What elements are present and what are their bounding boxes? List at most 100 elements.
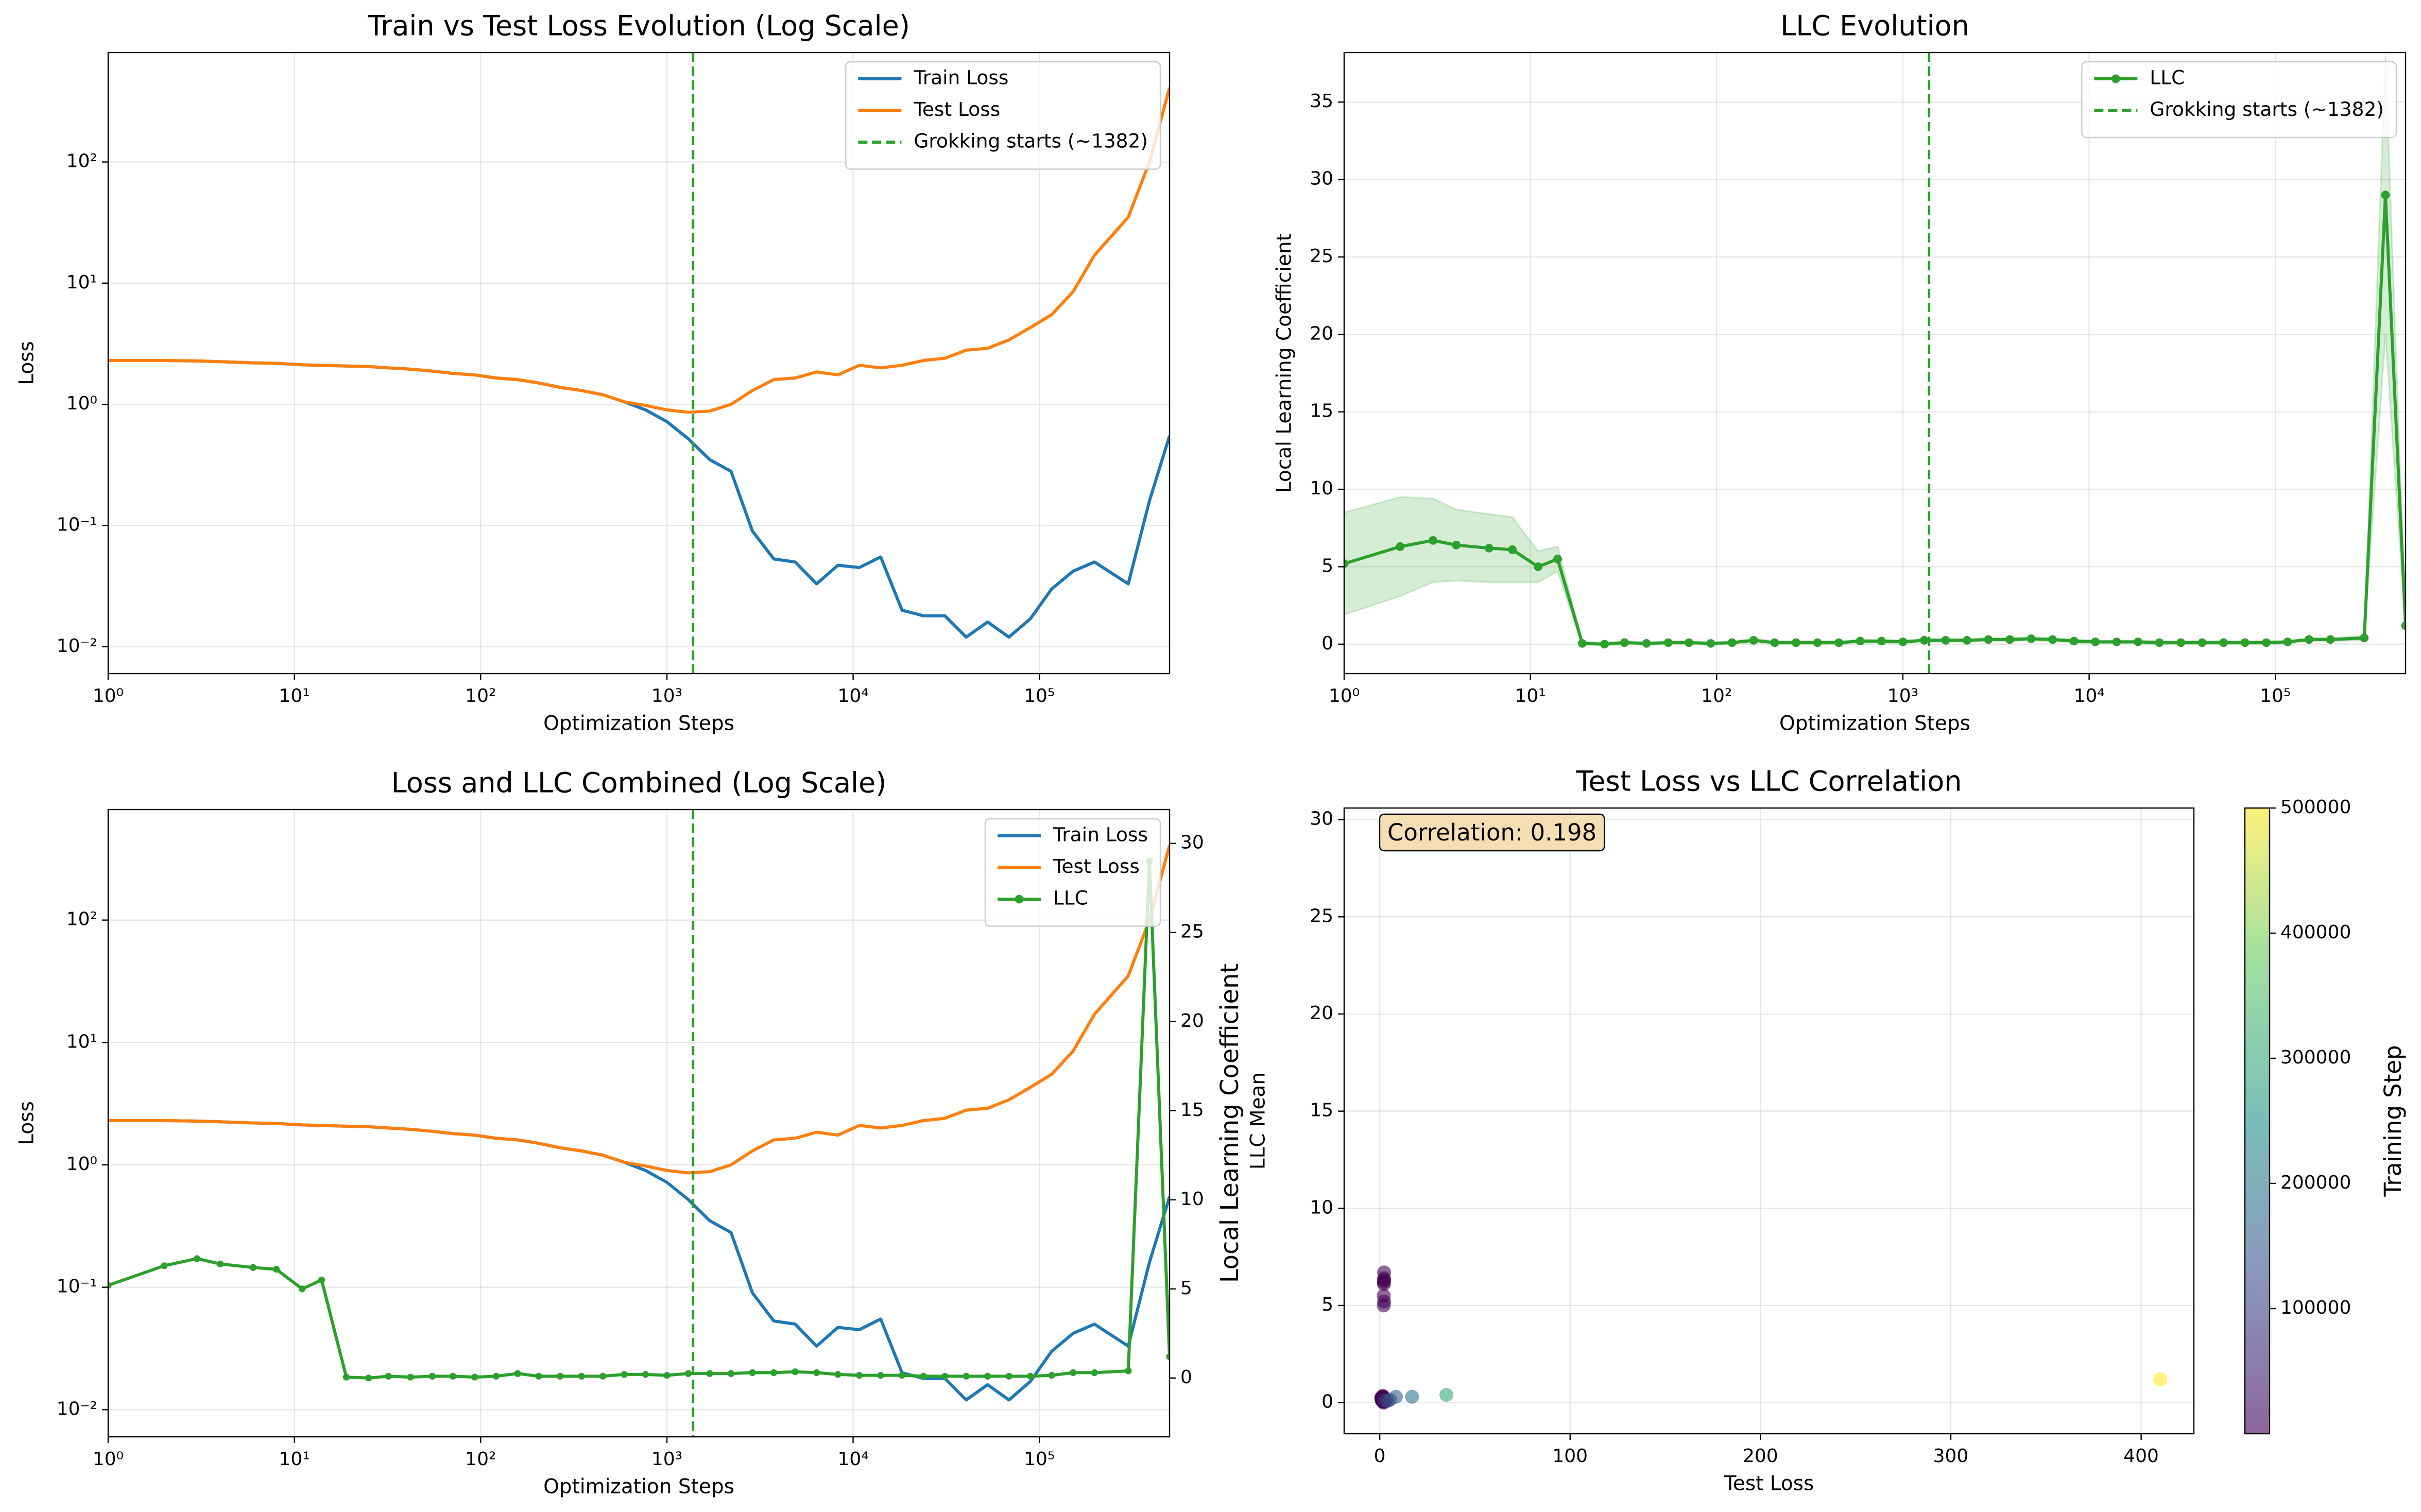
marker: [2112, 637, 2121, 646]
y2-axis-label: Local Learning Coefficient: [1215, 964, 1244, 1283]
axes-frame: [1343, 51, 2407, 675]
marker: [1534, 562, 1543, 571]
y-tick-label: 0: [1321, 633, 1333, 654]
marker: [663, 1372, 671, 1379]
colorbar-tick-label: 500000: [2280, 797, 2351, 818]
axes-frame: [107, 51, 1171, 675]
x-tick-label: 10¹: [279, 685, 310, 707]
x-tick-label: 10⁰: [1329, 685, 1360, 707]
marker: [984, 1372, 991, 1380]
x-tick-label: 10¹: [279, 1449, 310, 1470]
y-tick-label: 25: [1310, 246, 1333, 267]
y-tick-label: 10¹: [66, 1031, 97, 1052]
marker: [318, 1276, 325, 1284]
legend-label: Grokking starts (~1382): [914, 129, 1148, 152]
x-tick-label: 10⁴: [837, 1449, 868, 1470]
marker: [385, 1372, 392, 1380]
marker: [2005, 635, 2014, 644]
marker: [1984, 635, 1993, 644]
marker: [556, 1372, 564, 1380]
marker: [920, 1372, 927, 1380]
marker: [1166, 1353, 1170, 1360]
plot-area: [108, 52, 1170, 674]
x-tick-label: 10³: [651, 1449, 682, 1470]
marker: [941, 1372, 949, 1380]
marker: [877, 1372, 884, 1379]
y-tick-label: 10: [1310, 478, 1333, 499]
legend-label: Test Loss: [1053, 855, 1140, 878]
marker: [898, 1372, 906, 1379]
marker: [2134, 637, 2142, 646]
marker: [706, 1370, 713, 1377]
line: [108, 845, 1170, 1175]
colorbar-tick-label: 400000: [2280, 922, 2351, 943]
marker: [342, 1373, 350, 1381]
marker: [599, 1372, 607, 1380]
marker: [471, 1373, 478, 1381]
plot-area: [108, 809, 1170, 1437]
scatter-point: [1377, 1277, 1391, 1291]
marker: [1727, 638, 1737, 647]
marker: [1048, 1372, 1055, 1379]
legend-label: LLC: [1053, 886, 1088, 909]
x-axis-label: Optimization Steps: [543, 1475, 734, 1498]
marker: [1005, 1372, 1012, 1380]
y-tick-label: 10⁻²: [57, 635, 97, 657]
marker: [2360, 633, 2369, 643]
x-tick-label: 10²: [465, 1449, 496, 1470]
subplot-title: Test Loss vs LLC Correlation: [1576, 765, 1962, 798]
x-tick-label: 300: [1933, 1446, 1969, 1467]
x-tick-label: 0: [1374, 1446, 1386, 1467]
marker: [108, 1282, 112, 1289]
y-tick-label: 10²: [66, 909, 97, 930]
marker: [1091, 1369, 1098, 1377]
colorbar-frame: [2244, 807, 2271, 1435]
marker: [2262, 638, 2271, 647]
marker: [770, 1369, 778, 1377]
x-tick-label: 200: [1743, 1446, 1778, 1467]
y-axis-label: Loss: [15, 341, 39, 385]
marker: [1663, 638, 1673, 647]
marker: [749, 1369, 756, 1377]
marker: [1749, 635, 1758, 645]
y-tick-label: 20: [1310, 323, 1333, 344]
marker: [2283, 637, 2292, 646]
scatter-point: [1377, 1298, 1391, 1313]
x-axis-label: Test Loss: [1724, 1472, 1814, 1495]
subplot-title: LLC Evolution: [1780, 10, 1969, 42]
marker: [514, 1370, 521, 1377]
colorbar: [2244, 807, 2270, 1434]
marker: [1578, 639, 1587, 648]
marker: [428, 1372, 436, 1380]
marker: [365, 1374, 372, 1382]
scatter-point: [1389, 1389, 1403, 1404]
marker: [449, 1372, 457, 1380]
x-tick-label: 10⁰: [93, 1449, 124, 1470]
scatter-point: [1377, 1288, 1391, 1303]
marker: [642, 1371, 649, 1378]
annotation-box: [1379, 813, 1605, 852]
y-axis-label: Loss: [15, 1101, 39, 1145]
marker: [1027, 1372, 1034, 1380]
x-axis-label: Optimization Steps: [543, 712, 734, 735]
y-axis-label: Local Learning Coefficient: [1273, 233, 1296, 493]
x-tick-label: 10¹: [1515, 685, 1546, 707]
colorbar-tick-label: 100000: [2280, 1297, 2351, 1318]
y2-tick-label: 5: [1180, 1278, 1192, 1299]
marker: [1706, 639, 1715, 648]
marker: [2048, 635, 2057, 644]
y-tick-label: 30: [1310, 809, 1333, 830]
y-tick-label: 5: [1321, 1294, 1333, 1315]
marker: [2326, 635, 2335, 644]
x-tick-label: 10⁵: [1024, 685, 1055, 707]
legend-marker: [1015, 895, 1024, 904]
marker: [1508, 545, 1517, 554]
axes-frame: [107, 809, 1171, 1438]
marker: [2176, 638, 2185, 647]
subplot: 0 100 200 300 400 0 5 10 15 20 25 30 Test Loss vs LL…: [1247, 765, 2407, 1496]
legend: Train Loss Test Loss LLC: [984, 818, 1161, 927]
marker: [273, 1266, 280, 1273]
marker: [299, 1285, 306, 1293]
y-tick-label: 25: [1310, 905, 1333, 926]
